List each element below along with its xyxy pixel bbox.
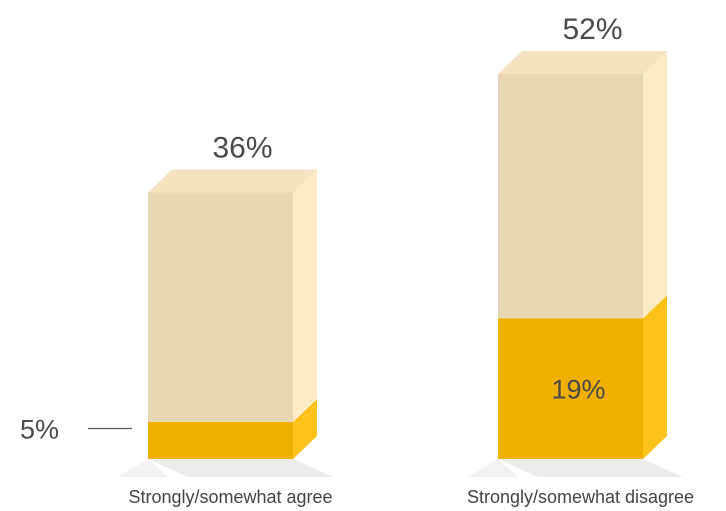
- bar-segment-highlight: [498, 318, 643, 459]
- bar-shadow-side: [118, 459, 168, 477]
- bar-top-face: [148, 169, 317, 193]
- bar-shadow: [148, 459, 333, 477]
- total-value-label: 36%: [212, 131, 272, 164]
- bar-segment-highlight-side: [643, 295, 667, 459]
- bar-segment-rest-side: [643, 51, 667, 319]
- bar-shadow: [498, 459, 683, 477]
- bar-shadow-side: [468, 459, 518, 477]
- bar-segment-highlight-side: [293, 398, 317, 459]
- highlight-value-label: 5%: [20, 414, 59, 444]
- highlight-value-label: 19%: [551, 375, 605, 405]
- bar-segment-rest-side: [293, 169, 317, 422]
- total-value-label: 52%: [562, 13, 622, 46]
- category-label: Strongly/somewhat agree: [128, 487, 332, 507]
- category-label: Strongly/somewhat disagree: [467, 487, 694, 507]
- bars-layer: [118, 51, 683, 477]
- labels-layer: 36% 5% Strongly/somewhat agree 52% 19% Strong…: [20, 13, 694, 507]
- bar-segment-highlight: [148, 421, 293, 459]
- bar-segment-rest: [148, 192, 293, 422]
- bar-top-face: [498, 51, 667, 74]
- bar-segment-rest: [498, 74, 643, 319]
